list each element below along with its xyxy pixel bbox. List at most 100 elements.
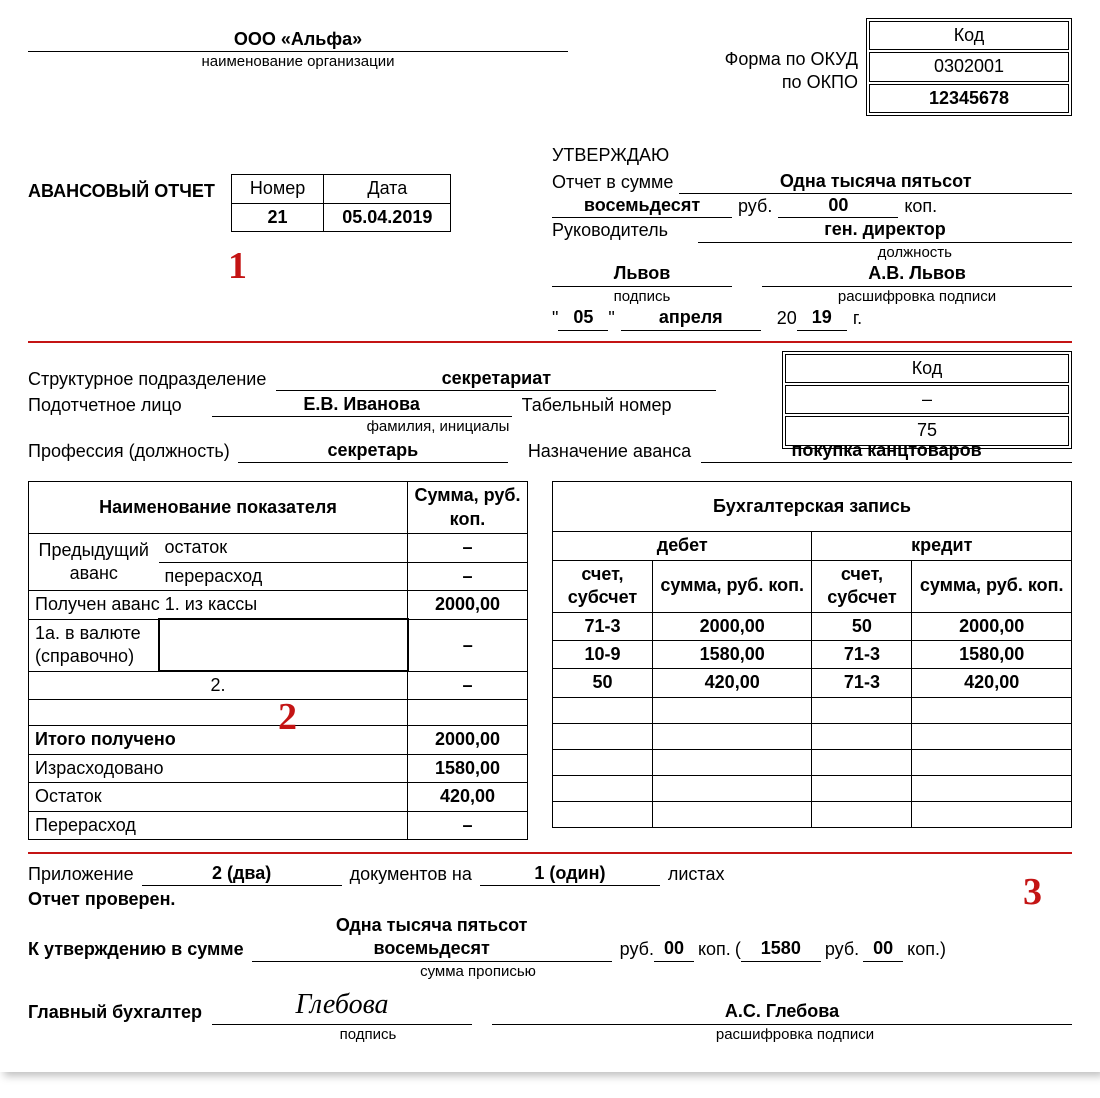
rt-cell <box>812 749 912 775</box>
date-year: 19 <box>797 306 847 330</box>
rt-cell <box>912 723 1072 749</box>
rt-cell: 2000,00 <box>912 612 1072 640</box>
prof-value: секретарь <box>238 439 508 463</box>
okpo-code: 12345678 <box>869 84 1069 113</box>
date-label: Дата <box>324 175 451 203</box>
attach-sheets: 1 (один) <box>480 862 660 886</box>
to-approve-words1: Одна тысяча пятьсот <box>252 914 612 937</box>
checked-label: Отчет проверен. <box>28 888 1072 911</box>
amount-words-2: восемьдесят <box>552 194 732 218</box>
attach-docs: документов на <box>350 863 472 886</box>
lt-r6v <box>408 700 528 726</box>
lt-r8: Израсходовано <box>29 754 408 782</box>
code-table-2: Код – 75 <box>782 351 1072 449</box>
lt-r8v: 1580,00 <box>408 754 528 782</box>
rt-cell <box>652 775 812 801</box>
lt-r3v: 2000,00 <box>408 590 528 619</box>
rt-cell <box>652 723 812 749</box>
rt-cell: 50 <box>553 669 653 697</box>
head-position: ген. директор <box>698 218 1072 242</box>
sign-caption: подпись <box>552 287 732 307</box>
rt-debit: дебет <box>553 532 812 560</box>
rub-label-2: руб. <box>620 938 654 961</box>
to-approve-rub: 00 <box>654 937 694 961</box>
decode-caption: расшифровка подписи <box>762 287 1072 307</box>
lt-r4v: – <box>408 619 528 671</box>
rt-cell <box>812 697 912 723</box>
amount-label: Отчет в сумме <box>552 171 673 194</box>
dept-code: – <box>785 385 1069 414</box>
accounting-table: Бухгалтерская запись дебет кредит счет, … <box>552 481 1072 827</box>
lt-r5: 2. <box>29 671 408 700</box>
person-value: Е.В. Иванова <box>212 393 512 417</box>
red-divider-1 <box>28 341 1072 343</box>
date-day: 05 <box>558 306 608 330</box>
rt-cell <box>912 749 1072 775</box>
rt-cell: 71-3 <box>812 640 912 668</box>
rt-cell <box>912 801 1072 827</box>
tabnum-label: Табельный номер <box>522 394 672 417</box>
rt-cell <box>812 723 912 749</box>
rt-cell: 71-3 <box>812 669 912 697</box>
chief-acc-sign: Глебова <box>212 987 472 1024</box>
date-month: апреля <box>621 306 761 330</box>
rt-cell <box>553 697 653 723</box>
lt-r1v: – <box>408 534 528 562</box>
chief-acc-label: Главный бухгалтер <box>28 1001 202 1024</box>
head-sign: Львов <box>552 262 732 286</box>
lt-r5v: – <box>408 671 528 700</box>
rt-cell: 420,00 <box>652 669 812 697</box>
sign-caption-2: подпись <box>238 1025 498 1045</box>
lt-r6 <box>29 700 408 726</box>
rt-cell: 71-3 <box>553 612 653 640</box>
numdate-table: Номер Дата 21 05.04.2019 <box>231 174 452 232</box>
rt-cell <box>652 697 812 723</box>
red-divider-2 <box>28 852 1072 854</box>
year-prefix: 20 <box>777 307 797 330</box>
kop-label-2: коп. <box>698 938 731 961</box>
rt-cell <box>553 775 653 801</box>
num-label: Номер <box>231 175 323 203</box>
rt-cell: 10-9 <box>553 640 653 668</box>
chief-acc-name: А.С. Глебова <box>492 1000 1072 1024</box>
to-approve-label: К утверждению в сумме <box>28 938 244 961</box>
rt-cell <box>652 801 812 827</box>
org-caption: наименование организации <box>28 52 568 72</box>
rt-cell: 1580,00 <box>912 640 1072 668</box>
approve-title: УТВЕРЖДАЮ <box>552 144 1072 167</box>
red-mark-3: 3 <box>1023 868 1042 917</box>
head-name: А.В. Львов <box>762 262 1072 286</box>
position-caption: должность <box>552 243 1072 263</box>
lt-r9v: 420,00 <box>408 783 528 811</box>
dept-label: Структурное подразделение <box>28 368 266 391</box>
rt-cell: 1580,00 <box>652 640 812 668</box>
code-table: Код 0302001 12345678 <box>866 18 1072 116</box>
report-title: АВАНСОВЫЙ ОТЧЕТ <box>28 180 215 203</box>
person-caption: фамилия, инициалы <box>288 417 588 437</box>
rt-cell <box>912 775 1072 801</box>
lt-r7: Итого получено <box>29 726 408 754</box>
rt-cell <box>812 775 912 801</box>
person-label: Подотчетное лицо <box>28 394 182 417</box>
lt-r3: Получен аванс 1. из кассы <box>29 590 408 619</box>
decode-caption-2: расшифровка подписи <box>518 1025 1072 1045</box>
prof-label: Профессия (должность) <box>28 440 230 463</box>
lt-h1: Наименование показателя <box>29 482 408 534</box>
advance-purpose-value: покупка канцтоваров <box>701 439 1072 463</box>
red-mark-2: 2 <box>278 693 297 742</box>
rt-ds-h: сумма, руб. коп. <box>652 560 812 612</box>
rt-cell <box>553 801 653 827</box>
rub-label: руб. <box>738 195 772 218</box>
lt-r10: Перерасход <box>29 811 408 839</box>
amount-kop: 00 <box>778 194 898 218</box>
lt-r4: 1а. в валюте (справочно) <box>29 619 159 671</box>
okpo-label: по ОКПО <box>725 71 858 94</box>
year-suffix: г. <box>853 307 862 330</box>
attach-label: Приложение <box>28 863 134 886</box>
okud-label: Форма по ОКУД <box>725 48 858 71</box>
to-approve-num-kop: 00 <box>863 937 903 961</box>
lt-h2: Сумма, руб. коп. <box>408 482 528 534</box>
advance-purpose-label: Назначение аванса <box>528 440 691 463</box>
rt-credit: кредит <box>812 532 1072 560</box>
lt-r2v: – <box>408 562 528 590</box>
